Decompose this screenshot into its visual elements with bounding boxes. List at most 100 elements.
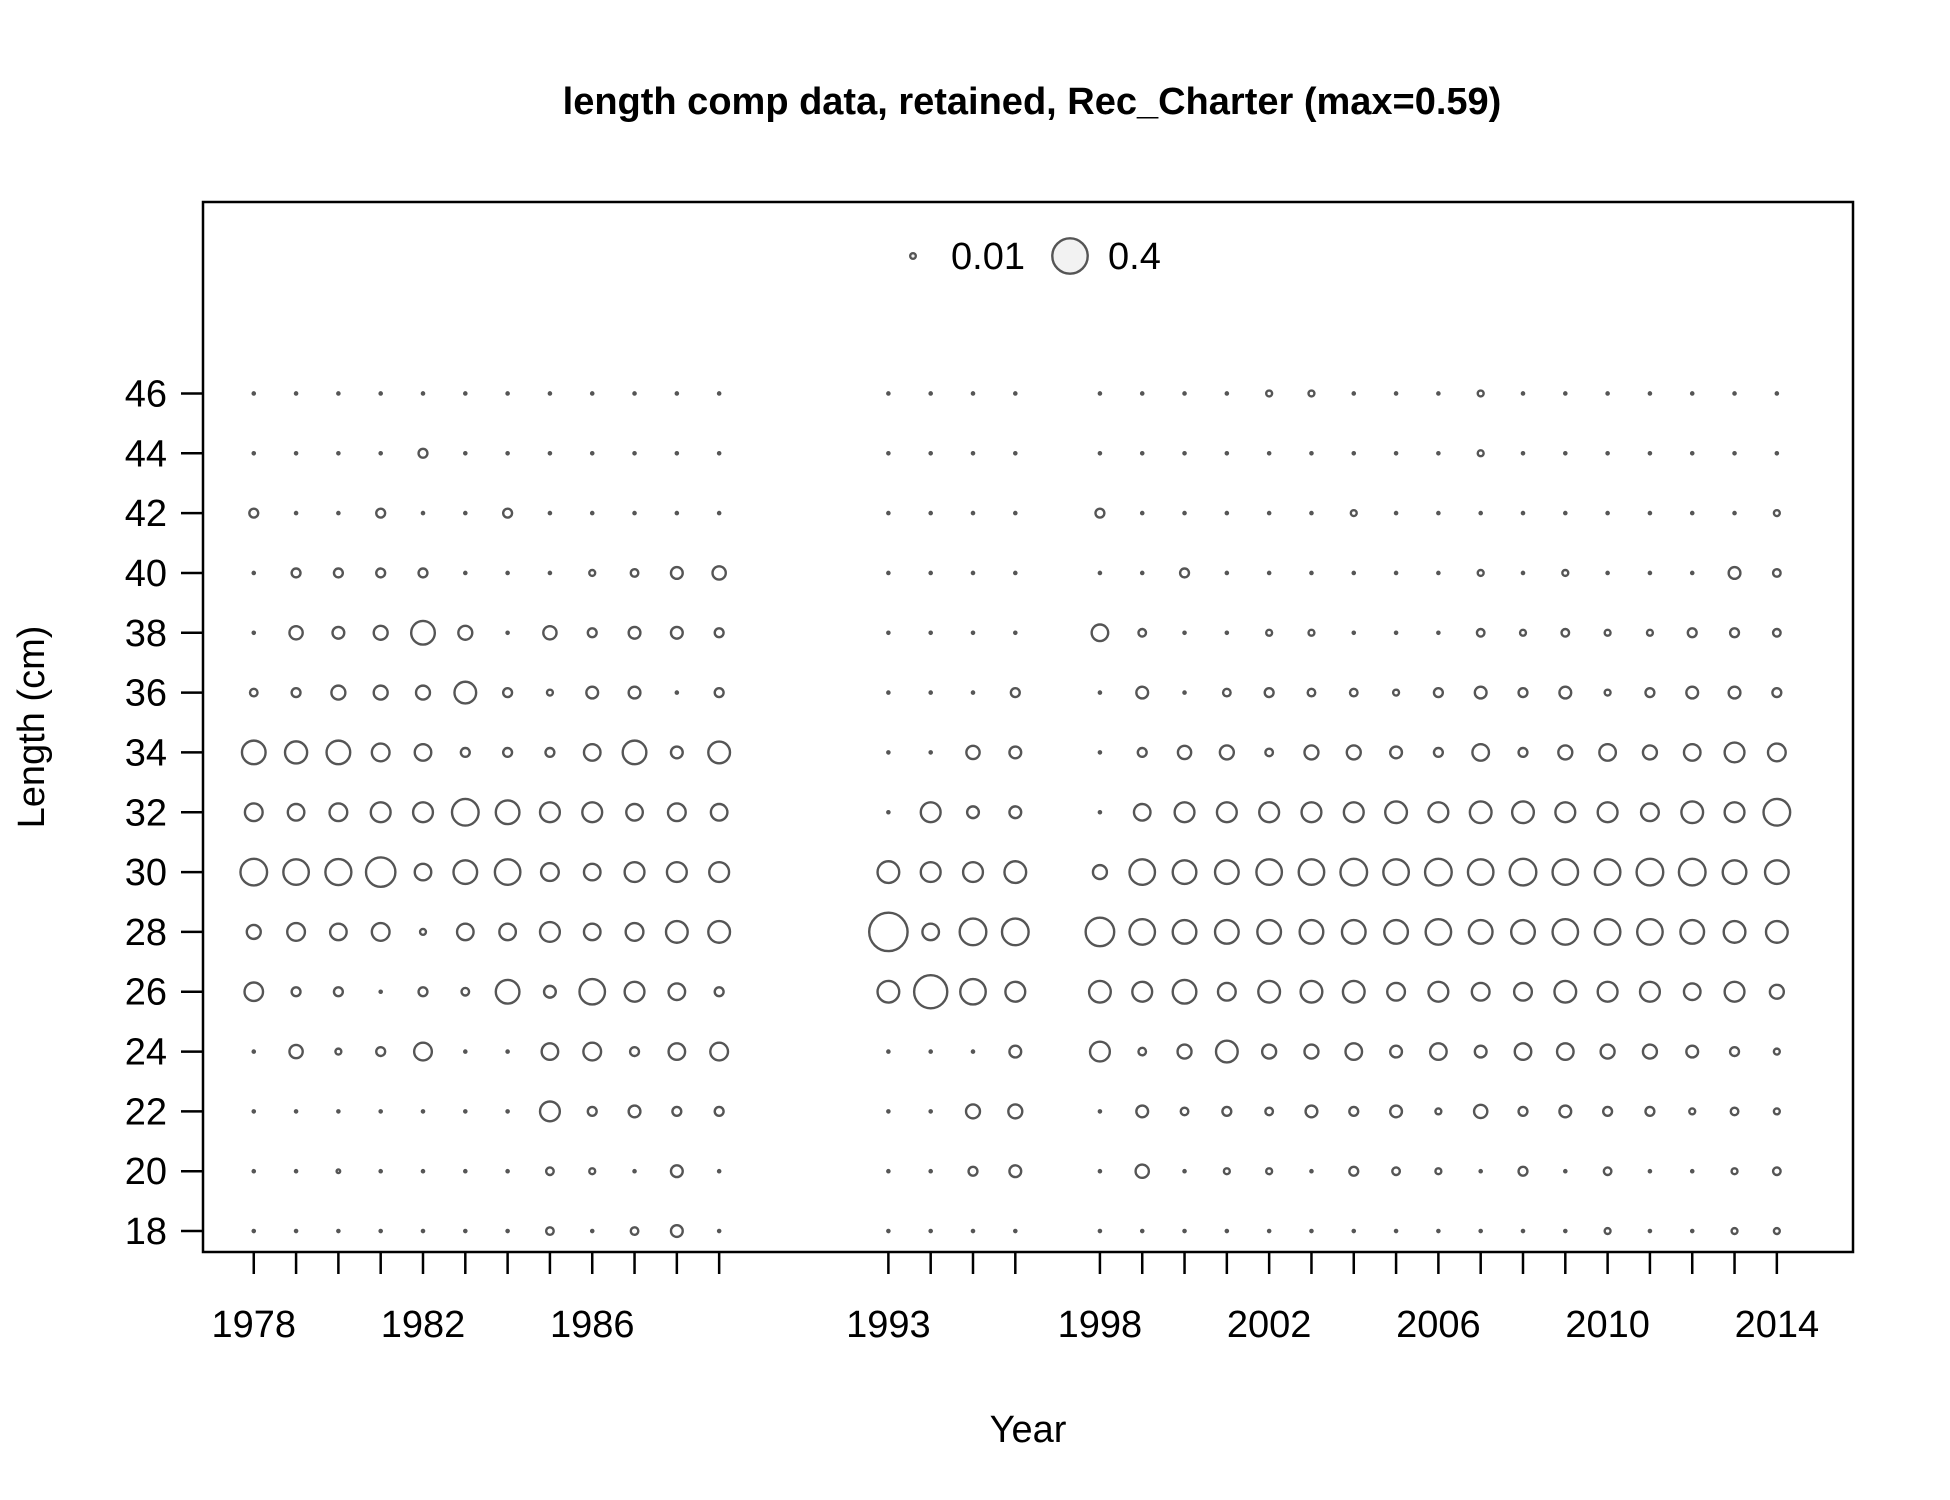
bubble-point: [243, 981, 265, 1003]
bubble-point: [1520, 1228, 1526, 1234]
bubble-point: [245, 923, 262, 941]
y-tick-label: 44: [125, 433, 167, 475]
bubble-point: [243, 802, 264, 823]
bubble-point: [452, 859, 479, 886]
y-tick-label: 26: [125, 972, 167, 1014]
bubble-point: [1139, 391, 1145, 396]
bubble-point: [1266, 1228, 1272, 1234]
bubble-point: [1772, 1047, 1781, 1056]
bubble-point: [1771, 627, 1782, 638]
x-axis-title: Year: [990, 1409, 1067, 1451]
bubble-point: [970, 450, 976, 456]
bubble-point: [1097, 1109, 1103, 1114]
y-tick-label: 18: [125, 1211, 167, 1253]
bubble-point: [1762, 797, 1792, 827]
bubble-point: [1603, 628, 1612, 637]
bubble-point: [1772, 508, 1781, 518]
bubble-point: [1593, 858, 1622, 887]
bubble-point: [1263, 686, 1275, 699]
bubble-point: [621, 739, 648, 766]
bubble-point: [1512, 981, 1534, 1002]
bubble-point: [1427, 801, 1450, 824]
bubble-point: [1013, 630, 1018, 636]
bubble-point: [1173, 801, 1196, 824]
bubble-point: [1436, 450, 1441, 456]
legend-label: 0.4: [1108, 236, 1161, 278]
bubble-point: [1182, 630, 1187, 636]
bubble-point: [1647, 510, 1653, 516]
bubble-point: [1688, 1107, 1697, 1116]
bubble-point: [1436, 630, 1441, 636]
bubble-point: [494, 978, 521, 1005]
bubble-point: [586, 1105, 598, 1118]
bubble-point: [664, 919, 689, 944]
bubble-point: [1689, 1228, 1695, 1234]
bubble-point: [1139, 510, 1145, 516]
bubble-point: [1428, 1042, 1448, 1062]
bubble-point: [1176, 1043, 1193, 1060]
bubble-point: [1013, 510, 1018, 516]
bubble-point: [1596, 801, 1619, 824]
bubble-point: [1182, 391, 1187, 396]
bubble-point: [669, 565, 684, 581]
bubble-point: [1299, 979, 1324, 1004]
bubble-point: [1139, 1228, 1145, 1234]
bubble-point: [251, 1109, 257, 1114]
bubble-point: [493, 858, 522, 887]
bubble-point: [964, 1103, 982, 1120]
bubble-point: [248, 687, 259, 698]
bubble-point: [1097, 391, 1103, 396]
bubble-point: [1341, 979, 1366, 1004]
bubble-point: [1309, 570, 1314, 576]
x-tick-label: 2014: [1735, 1304, 1820, 1346]
bubble-point: [372, 624, 389, 641]
bubble-point: [1176, 744, 1193, 761]
bubble-point: [582, 1041, 603, 1062]
bubble-point: [1732, 450, 1737, 456]
bubble-point: [1303, 1043, 1320, 1060]
bubble-point: [585, 685, 600, 700]
bubble-point: [505, 1109, 510, 1114]
bubble-point: [967, 1165, 979, 1177]
bubble-point: [1008, 1044, 1023, 1059]
bubble-point: [290, 686, 302, 699]
bubble-point: [414, 684, 432, 701]
bubble-point: [1266, 510, 1272, 516]
bubble-point: [919, 801, 942, 824]
bubble-point: [886, 750, 891, 755]
bubble-point: [409, 619, 437, 646]
bubble-point: [324, 857, 353, 887]
bubble-point: [1647, 1228, 1653, 1234]
bubble-point: [1393, 570, 1399, 576]
bubble-point: [586, 627, 598, 639]
bubble-point: [1097, 809, 1103, 815]
bubble-point: [1551, 917, 1580, 946]
bubble-point: [288, 624, 304, 641]
bubble-point: [1213, 859, 1240, 886]
bubble-point: [1638, 980, 1662, 1003]
bubble-point: [623, 980, 646, 1003]
bubble-point: [378, 391, 383, 396]
bubble-point: [251, 450, 257, 456]
bubble-point: [544, 746, 556, 759]
bubble-point: [1510, 800, 1536, 825]
x-tick-label: 2010: [1565, 1304, 1650, 1346]
bubble-point: [1436, 570, 1441, 576]
bubble-point: [1728, 627, 1741, 639]
bubble-point: [1389, 745, 1404, 760]
bubble-point: [1476, 568, 1485, 578]
bubble-point: [1171, 859, 1198, 886]
bubble-point: [370, 921, 391, 942]
bubble-point: [711, 565, 727, 581]
bubble-point: [544, 1226, 555, 1237]
bubble-point: [1772, 1107, 1781, 1116]
bubble-point: [1182, 510, 1187, 516]
bubble-point: [970, 510, 976, 516]
bubble-point: [627, 625, 642, 640]
bubble-point: [919, 860, 942, 884]
bubble-point: [1134, 1163, 1151, 1180]
bubble-point: [463, 450, 468, 456]
bubble-point: [1436, 510, 1441, 516]
bubble-point: [632, 450, 637, 456]
bubble-point: [1732, 391, 1737, 396]
